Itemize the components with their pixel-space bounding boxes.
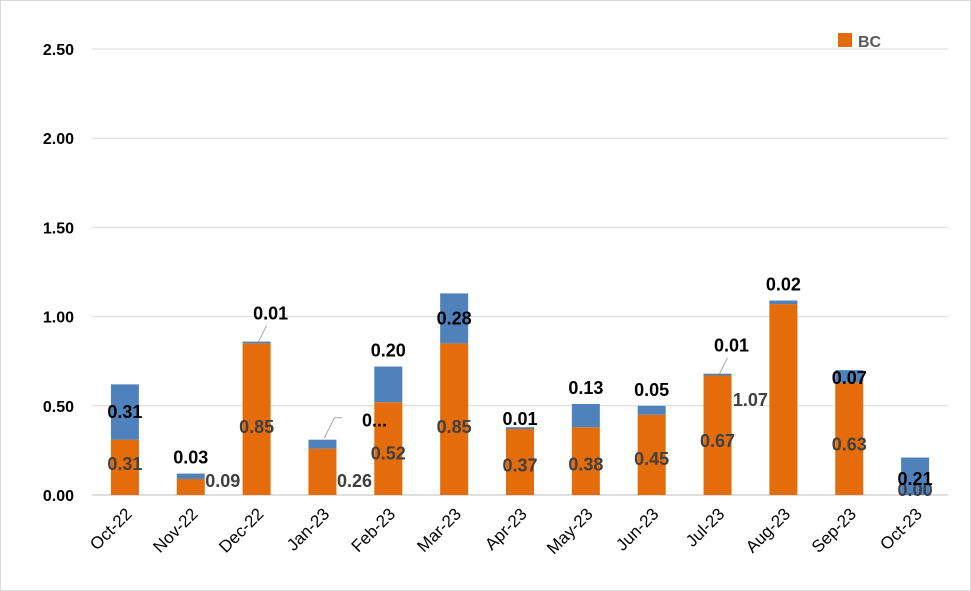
y-tick-label: 1.50 xyxy=(43,220,74,237)
data-label-series-2: 0.07 xyxy=(832,368,867,388)
bar-bc xyxy=(637,414,666,495)
leader-line xyxy=(258,325,268,342)
data-label-series-2: 0.02 xyxy=(766,275,801,295)
data-label-series-2: 0.01 xyxy=(253,304,288,324)
data-label-bc: 0.37 xyxy=(502,455,537,475)
bar-series-2 xyxy=(506,427,534,429)
data-labels: 0.31 0.31 0.09 0.03 0.85 0.01 0.26 0... 0.52 0.20… xyxy=(107,275,932,500)
y-tick-label: 0.50 xyxy=(43,399,74,416)
bar-series-2 xyxy=(703,373,732,376)
data-label-bc: 1.07 xyxy=(733,390,768,410)
data-label-series-2: 0.20 xyxy=(371,341,406,361)
leader-line xyxy=(719,357,728,374)
leader-line xyxy=(324,417,335,438)
data-label-series-2: 0.31 xyxy=(107,402,142,422)
bars xyxy=(110,293,930,495)
data-label-bc: 0.26 xyxy=(337,471,372,491)
y-tick-label: 2.50 xyxy=(43,42,74,59)
legend-swatch-bc xyxy=(838,33,852,47)
data-label-bc: 0.52 xyxy=(371,443,406,463)
data-label-series-2: 0.03 xyxy=(173,448,208,468)
bar-series-2 xyxy=(901,457,930,495)
data-label-series-2: 0.05 xyxy=(634,380,669,400)
data-label-bc: 0.67 xyxy=(700,431,735,451)
data-label-series-2: 0.01 xyxy=(502,409,537,429)
bar-series-2 xyxy=(835,370,864,383)
data-label-bc: 0.63 xyxy=(832,434,867,454)
y-tick-label: 1.00 xyxy=(43,310,74,327)
data-label-series-2: 0.13 xyxy=(568,378,603,398)
bar-bc xyxy=(242,343,271,495)
data-label-bc: 0.38 xyxy=(568,454,603,474)
bar-series-2 xyxy=(571,404,600,428)
data-label-series-2: 0.01 xyxy=(714,336,749,356)
bar-bc xyxy=(571,427,600,495)
bar-bc xyxy=(703,375,732,495)
bar-bc xyxy=(308,448,337,495)
bar-bc xyxy=(769,304,798,495)
bar-bc xyxy=(506,428,534,495)
data-label-bc: 0.45 xyxy=(634,449,669,469)
data-label-series-2: 0.21 xyxy=(898,469,933,489)
data-label-bc: 0.85 xyxy=(239,417,274,437)
bar-bc xyxy=(440,343,469,495)
gridlines xyxy=(92,48,948,407)
bar-bc xyxy=(176,478,205,495)
bar-series-2 xyxy=(110,384,139,440)
bar-series-2 xyxy=(374,366,403,403)
legend: BC xyxy=(838,33,882,51)
legend-label-bc: BC xyxy=(858,34,882,51)
y-tick-label: 0.00 xyxy=(43,488,74,505)
data-label-bc: 0.00 xyxy=(898,480,933,500)
data-label-bc: 0.09 xyxy=(205,471,240,491)
bar-series-2 xyxy=(769,300,798,305)
bar-series-2 xyxy=(440,293,469,344)
bar-bc xyxy=(110,439,139,495)
y-tick-label: 2.00 xyxy=(43,131,74,148)
data-label-series-2: 0... xyxy=(362,411,387,431)
data-label-bc: 0.85 xyxy=(437,417,472,437)
data-label-bc: 0.31 xyxy=(107,454,142,474)
bar-series-2 xyxy=(176,473,205,479)
bar-series-2 xyxy=(637,405,666,415)
bar-series-2 xyxy=(308,439,337,449)
bar-series-2 xyxy=(242,341,271,344)
data-label-series-2: 0.28 xyxy=(437,308,472,328)
bar-bc xyxy=(374,402,403,495)
bar-bc xyxy=(835,382,864,495)
